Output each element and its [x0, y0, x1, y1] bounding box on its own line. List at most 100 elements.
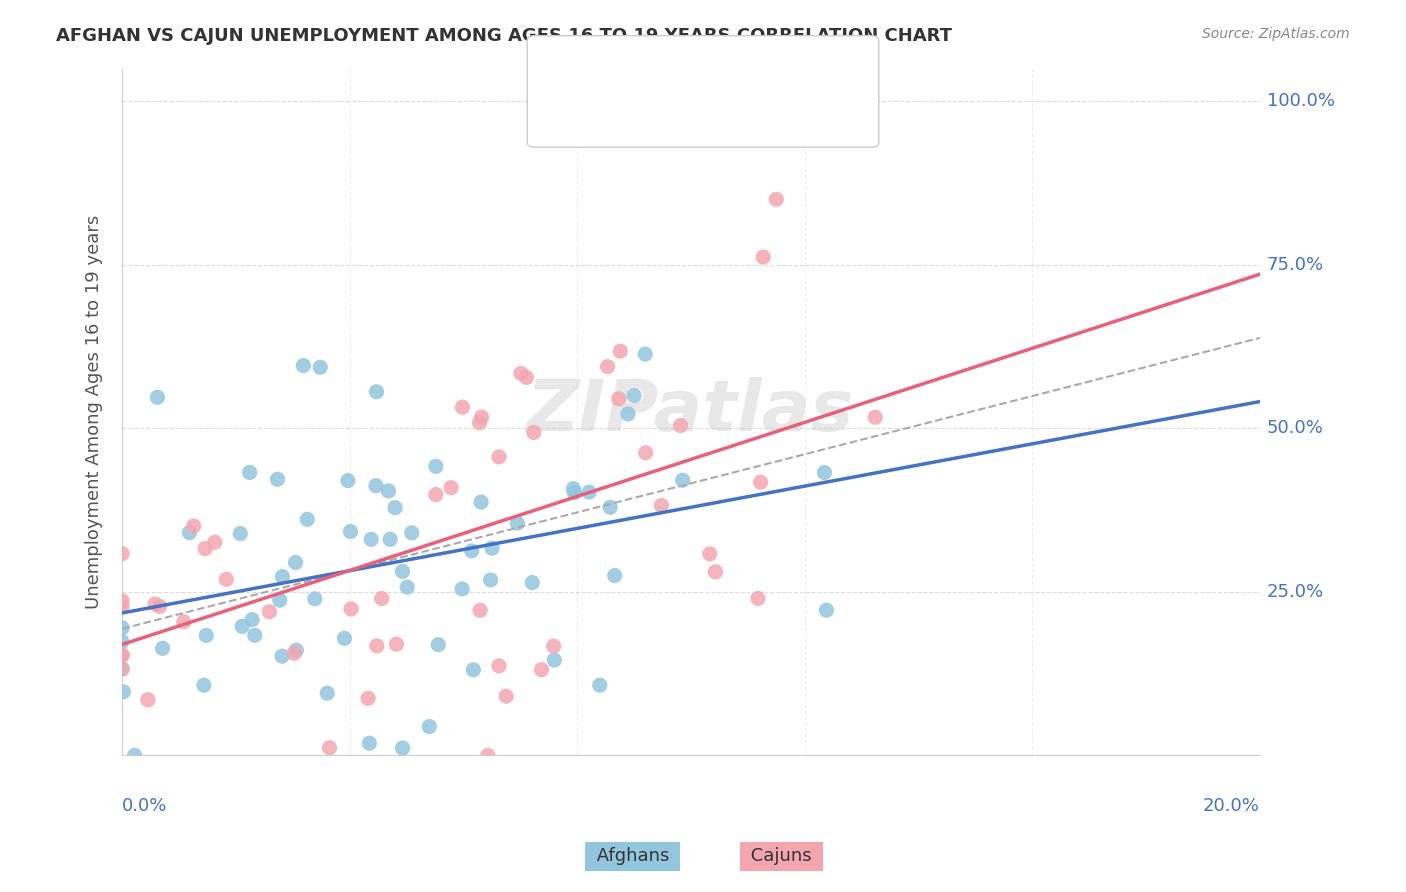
- Point: [259, 605, 281, 619]
- Point: [523, 425, 546, 440]
- Point: [468, 603, 491, 617]
- Point: [440, 481, 463, 495]
- Point: [173, 615, 195, 629]
- Point: [488, 659, 510, 673]
- Point: [297, 512, 319, 526]
- Point: [463, 663, 485, 677]
- Point: [672, 473, 695, 487]
- Point: [479, 573, 502, 587]
- Point: [111, 594, 134, 608]
- Point: [425, 459, 447, 474]
- Point: [813, 466, 835, 480]
- Point: [418, 720, 440, 734]
- Point: [623, 388, 645, 402]
- Text: 20.0%: 20.0%: [1204, 797, 1260, 814]
- Point: [562, 482, 585, 496]
- Point: [318, 740, 340, 755]
- Point: [283, 646, 305, 660]
- Point: [460, 544, 482, 558]
- Point: [378, 533, 401, 547]
- Point: [765, 192, 787, 206]
- Point: [401, 525, 423, 540]
- Point: [596, 359, 619, 374]
- Point: [239, 466, 262, 480]
- Point: [815, 603, 838, 617]
- Point: [284, 556, 307, 570]
- Point: [391, 741, 413, 756]
- Point: [589, 678, 612, 692]
- Point: [357, 691, 380, 706]
- Point: [271, 649, 294, 664]
- Point: [617, 407, 640, 421]
- Point: [396, 580, 419, 594]
- Point: [195, 628, 218, 642]
- Point: [366, 384, 388, 399]
- Point: [366, 639, 388, 653]
- Text: R = 0.502   N = 49: R = 0.502 N = 49: [579, 101, 749, 119]
- Point: [304, 591, 326, 606]
- Point: [470, 495, 492, 509]
- Point: [488, 450, 510, 464]
- Point: [111, 661, 134, 675]
- Text: Cajuns: Cajuns: [745, 847, 817, 865]
- Point: [495, 689, 517, 703]
- Text: 100.0%: 100.0%: [1267, 92, 1334, 111]
- Point: [231, 619, 253, 633]
- Point: [468, 416, 491, 430]
- Point: [522, 575, 544, 590]
- Point: [269, 593, 291, 607]
- Point: [470, 410, 492, 425]
- Point: [425, 488, 447, 502]
- Text: AFGHAN VS CAJUN UNEMPLOYMENT AMONG AGES 16 TO 19 YEARS CORRELATION CHART: AFGHAN VS CAJUN UNEMPLOYMENT AMONG AGES …: [56, 27, 952, 45]
- Point: [339, 524, 361, 539]
- Point: [111, 662, 134, 676]
- Point: [650, 499, 672, 513]
- Point: [364, 478, 387, 492]
- Point: [193, 678, 215, 692]
- Point: [506, 516, 529, 530]
- Point: [143, 597, 166, 611]
- Point: [377, 483, 399, 498]
- Point: [749, 475, 772, 490]
- Point: [111, 648, 134, 662]
- Point: [752, 250, 775, 264]
- Point: [704, 565, 727, 579]
- Point: [243, 628, 266, 642]
- Point: [146, 390, 169, 404]
- Point: [510, 367, 533, 381]
- Text: 75.0%: 75.0%: [1267, 256, 1324, 274]
- Point: [112, 685, 135, 699]
- Point: [578, 485, 600, 500]
- Y-axis label: Unemployment Among Ages 16 to 19 years: Unemployment Among Ages 16 to 19 years: [86, 215, 103, 609]
- Point: [292, 359, 315, 373]
- Point: [427, 638, 450, 652]
- Point: [477, 748, 499, 763]
- Point: [124, 748, 146, 763]
- Point: [385, 637, 408, 651]
- Point: [699, 547, 721, 561]
- Point: [316, 686, 339, 700]
- Point: [360, 533, 382, 547]
- Point: [634, 446, 657, 460]
- Point: [543, 653, 565, 667]
- Point: [333, 632, 356, 646]
- Point: [451, 582, 474, 596]
- Text: ZIPatlas: ZIPatlas: [527, 377, 855, 446]
- Point: [481, 541, 503, 556]
- Point: [285, 643, 308, 657]
- Point: [266, 472, 288, 486]
- Point: [530, 663, 553, 677]
- Point: [229, 526, 252, 541]
- Point: [359, 736, 381, 750]
- Point: [111, 634, 134, 648]
- Point: [609, 344, 631, 359]
- Point: [543, 639, 565, 653]
- Point: [240, 613, 263, 627]
- Point: [183, 519, 205, 533]
- Point: [215, 572, 238, 586]
- Point: [451, 400, 474, 414]
- Point: [336, 474, 359, 488]
- Point: [136, 692, 159, 706]
- Point: [271, 569, 294, 583]
- Point: [111, 599, 134, 614]
